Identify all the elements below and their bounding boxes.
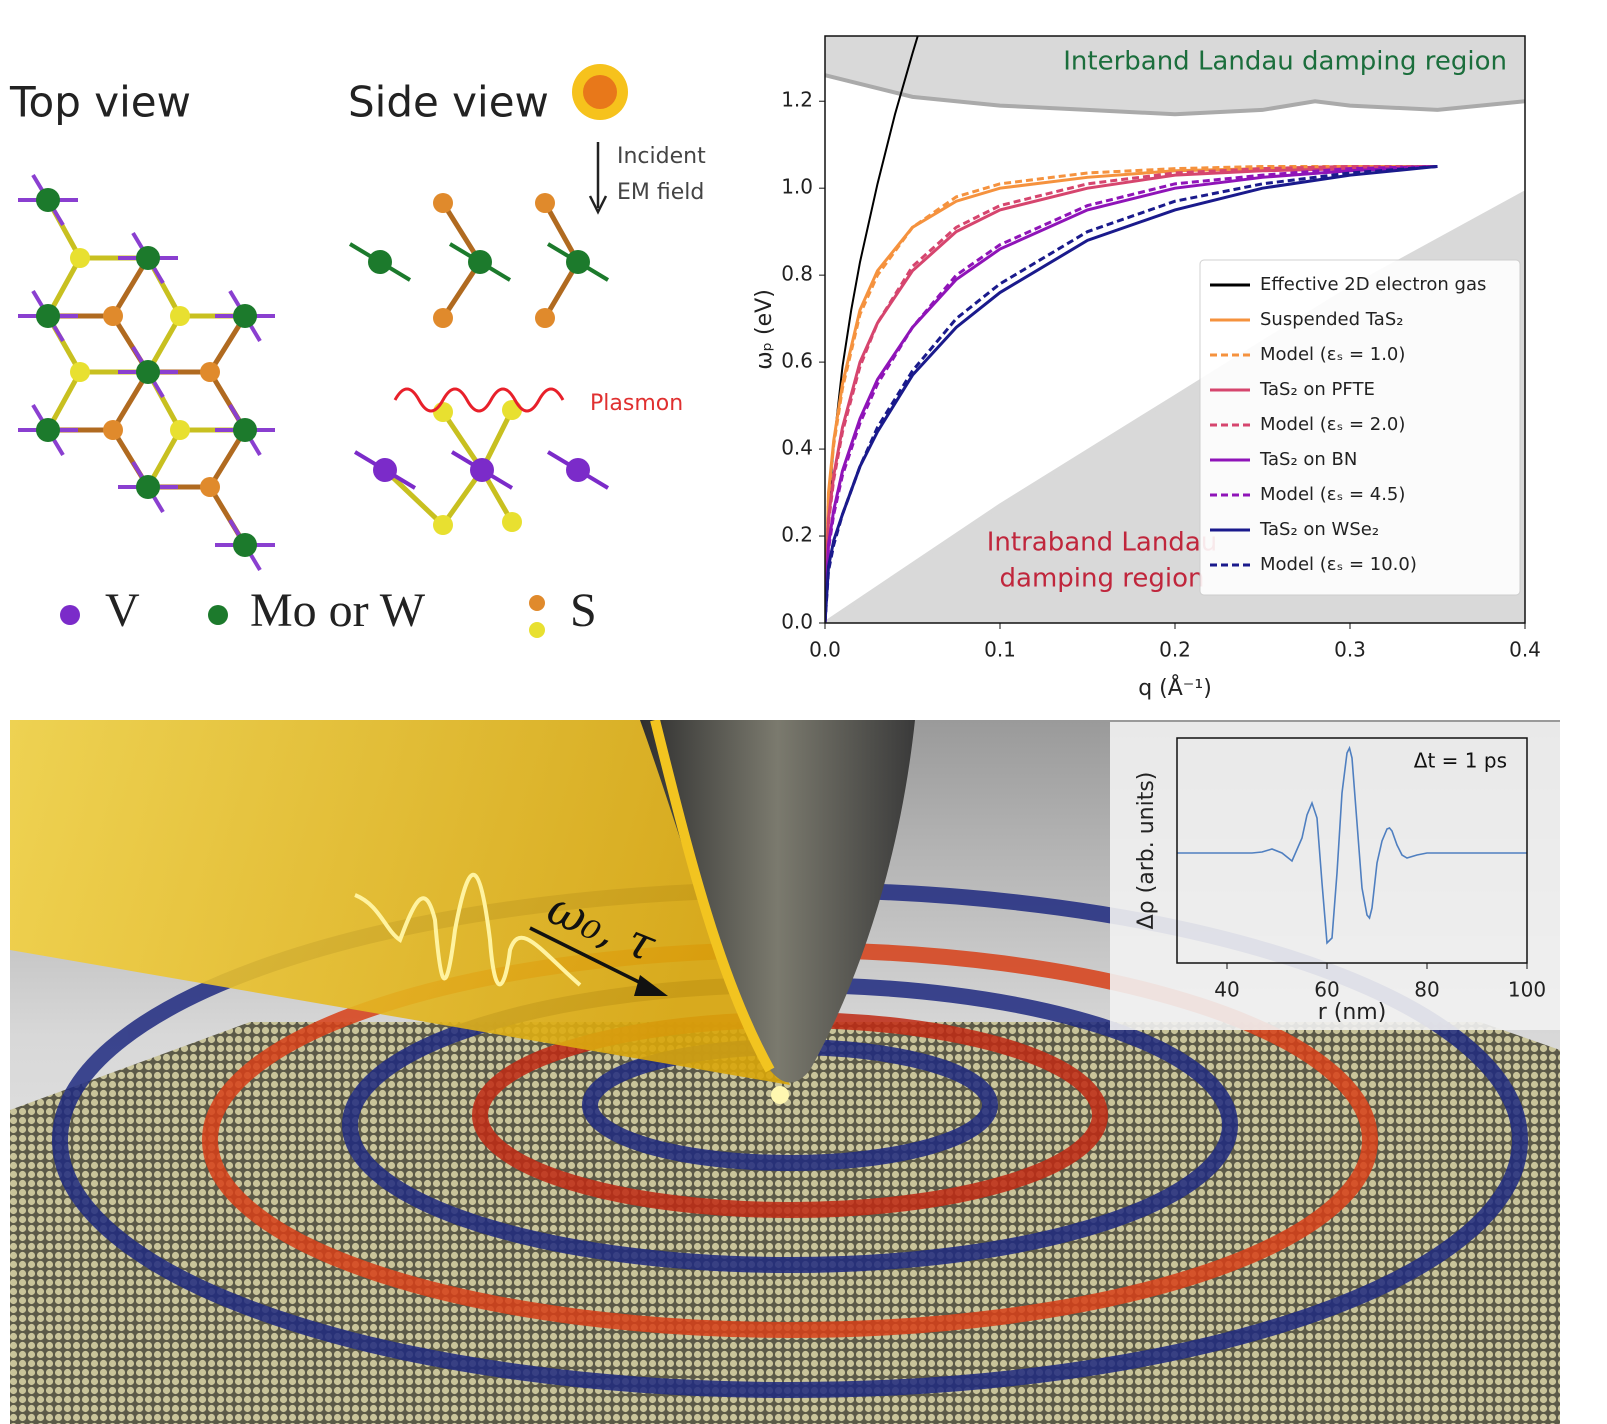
x-tick-label: 0.3 <box>1334 638 1366 662</box>
atom <box>535 193 555 213</box>
atom <box>103 420 123 440</box>
atom <box>535 308 555 328</box>
atom <box>502 512 522 532</box>
bond <box>383 468 445 527</box>
y-tick-label: 0.2 <box>781 523 813 547</box>
plasmon-wave <box>393 387 565 413</box>
y-tick-label: 0.4 <box>781 436 813 460</box>
legend-label: TaS₂ on BN <box>1259 449 1357 470</box>
atom <box>566 250 590 274</box>
plot-area <box>1177 745 1527 945</box>
em-field-label: EM field <box>617 180 704 205</box>
x-tick-label: 0.0 <box>809 638 841 662</box>
region-label: Interband Landau damping region <box>1063 47 1507 77</box>
x-tick-label: 80 <box>1414 978 1439 1002</box>
legend-label: Model (εₛ = 2.0) <box>1260 414 1405 435</box>
atom <box>170 420 190 440</box>
x-tick-label: 100 <box>1508 978 1546 1002</box>
legend-label: Suspended TaS₂ <box>1260 309 1403 330</box>
x-tick-label: 40 <box>1214 978 1239 1002</box>
atom <box>433 193 453 213</box>
legend-label: TaS₂ on PFTE <box>1259 379 1375 400</box>
y-axis-label: Δρ (arb. units) <box>1134 772 1159 930</box>
atom <box>566 458 590 482</box>
incident-arrowhead <box>588 195 608 215</box>
y-tick-label: 1.2 <box>781 88 813 112</box>
atom <box>136 246 160 270</box>
annotation: Δt = 1 ps <box>1414 749 1507 773</box>
plasmon-label: Plasmon <box>590 391 683 416</box>
x-axis-label: r (nm) <box>1318 1000 1387 1025</box>
plot-frame <box>1176 737 1528 964</box>
y-tick-label: 1.0 <box>781 175 813 199</box>
data-line <box>1177 745 1527 945</box>
x-tick-label: 0.4 <box>1509 638 1541 662</box>
data-line <box>825 164 1438 623</box>
atom <box>200 362 220 382</box>
legend-dot <box>529 595 545 611</box>
atom <box>136 475 160 499</box>
legend-label: S <box>570 584 597 637</box>
atom <box>36 418 60 442</box>
atom <box>233 304 257 328</box>
data-line <box>825 164 1438 623</box>
y-tick-label: 0.6 <box>781 349 813 373</box>
atom <box>502 400 522 420</box>
atom <box>36 304 60 328</box>
y-axis-label: ωₚ (eV) <box>752 289 777 370</box>
x-tick-label: 0.2 <box>1159 638 1191 662</box>
data-line <box>825 164 1438 623</box>
damping-region <box>825 36 1525 115</box>
legend-label: Model (εₛ = 4.5) <box>1260 484 1405 505</box>
sun-icon <box>572 64 628 120</box>
atom <box>433 515 453 535</box>
atom <box>70 362 90 382</box>
atom <box>200 477 220 497</box>
x-tick-label: 0.1 <box>984 638 1016 662</box>
region-boundary <box>825 190 1525 623</box>
legend-label: Mo or W <box>250 584 426 637</box>
legend-box <box>1199 259 1521 596</box>
atom <box>433 402 453 422</box>
incident-label: Incident <box>617 144 706 169</box>
region-label: Intraband Landau <box>987 528 1217 558</box>
lattice-diagram <box>18 173 610 572</box>
y-tick-label: 0.0 <box>781 610 813 634</box>
atom <box>233 533 257 557</box>
atom <box>233 418 257 442</box>
top-view-label: Top view <box>9 78 191 127</box>
region-label: damping region <box>1000 564 1205 594</box>
x-axis-label: q (Å⁻¹) <box>1138 674 1212 701</box>
legend-label: Effective 2D electron gas <box>1260 274 1486 295</box>
data-line <box>825 36 919 623</box>
atom <box>170 306 190 326</box>
legend-dot <box>208 605 228 625</box>
illustration: ω₀, τ <box>10 720 1560 1424</box>
atom <box>36 188 60 212</box>
legend-dot <box>60 605 80 625</box>
data-line <box>825 164 1438 623</box>
legend-label: Model (εₛ = 10.0) <box>1260 554 1417 575</box>
atom <box>433 308 453 328</box>
side-view-label: Side view <box>348 78 549 127</box>
legend-dot <box>529 622 545 638</box>
legend-label: TaS₂ on WSe₂ <box>1259 519 1379 540</box>
legend-label: Model (εₛ = 1.0) <box>1260 344 1405 365</box>
atom <box>468 250 492 274</box>
atom <box>70 248 90 268</box>
atom <box>373 458 397 482</box>
atom <box>368 250 392 274</box>
legend-label: V <box>105 584 140 637</box>
region-boundary <box>825 73 1525 117</box>
atom <box>470 458 494 482</box>
atom <box>103 306 123 326</box>
x-tick-label: 60 <box>1314 978 1339 1002</box>
y-tick-label: 0.8 <box>781 262 813 286</box>
atom <box>136 360 160 384</box>
data-line <box>825 164 1438 623</box>
